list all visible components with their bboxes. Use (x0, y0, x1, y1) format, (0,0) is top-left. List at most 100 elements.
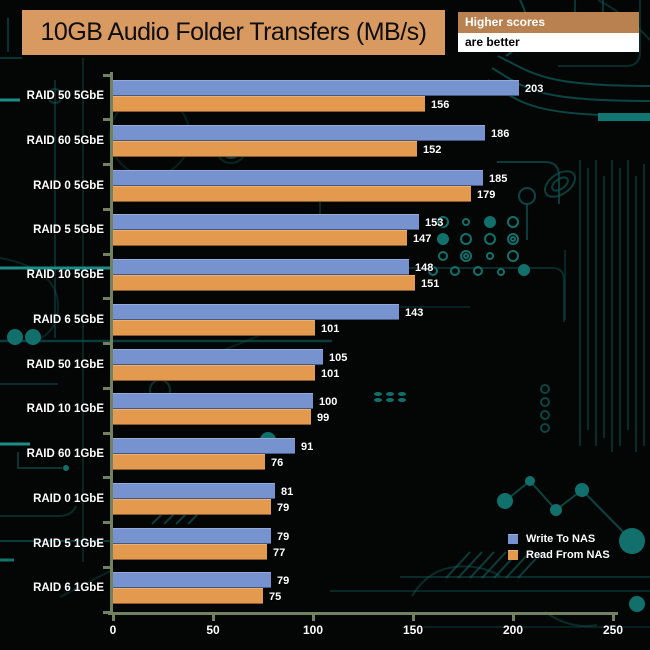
category-label: RAID 60 1GbE (26, 448, 104, 460)
category-label: RAID 5 5GbE (33, 224, 104, 237)
x-axis-tick (111, 612, 115, 621)
higher-scores-label: Higher scores (458, 12, 639, 33)
write-to-nas-bar (113, 259, 409, 275)
y-axis-tick (103, 476, 111, 480)
y-axis-tick (103, 118, 111, 122)
legend-label-read: Read From NAS (526, 549, 610, 561)
y-axis-tick (103, 207, 111, 211)
x-tick-label: 200 (502, 623, 524, 637)
write-value-label: 100 (319, 396, 338, 409)
y-axis-tick (103, 386, 111, 390)
category-label: RAID 0 1GbE (33, 492, 104, 505)
read-from-nas-swatch (508, 550, 518, 560)
x-axis-tick (611, 612, 615, 621)
circuit-pad (598, 113, 650, 121)
chart-title: 10GB Audio Folder Transfers (MB/s) (22, 10, 445, 55)
read-from-nas-bar (113, 409, 311, 426)
write-to-nas-bar (113, 438, 295, 454)
write-value-label: 153 (425, 217, 444, 230)
read-from-nas-bar (113, 140, 417, 157)
read-value-label: 179 (477, 188, 496, 201)
read-from-nas-bar (113, 230, 407, 247)
read-from-nas-bar (113, 498, 271, 515)
read-value-label: 147 (413, 233, 432, 246)
y-axis-tick (103, 610, 111, 614)
read-from-nas-bar (113, 96, 425, 112)
read-value-label: 152 (423, 143, 442, 156)
write-value-label: 91 (301, 441, 314, 453)
x-tick-label: 50 (206, 623, 220, 637)
y-axis-tick (103, 163, 111, 166)
category-label: RAID 50 1GbE (26, 358, 104, 371)
y-axis-tick (103, 297, 111, 301)
y-axis-tick (103, 342, 111, 345)
category-label: RAID 60 5GbE (26, 134, 104, 147)
read-from-nas-bar (113, 319, 315, 336)
read-from-nas-bar (113, 454, 265, 470)
write-to-nas-bar (113, 124, 485, 141)
write-to-nas-bar (113, 169, 483, 186)
read-value-label: 101 (321, 322, 340, 335)
x-axis (108, 612, 618, 615)
x-axis-tick (411, 612, 415, 621)
read-value-label: 79 (277, 501, 290, 514)
x-axis-tick (311, 612, 315, 621)
write-to-nas-bar (113, 80, 519, 96)
category-label: RAID 50 5GbE (26, 90, 104, 102)
write-value-label: 203 (525, 83, 544, 95)
category-label: RAID 0 5GbE (33, 179, 104, 192)
read-from-nas-bar (113, 185, 471, 202)
read-from-nas-bar (113, 364, 315, 381)
write-to-nas-bar (113, 527, 271, 544)
y-axis (110, 72, 113, 615)
x-axis-tick (511, 612, 515, 621)
y-axis-tick (103, 521, 111, 524)
circuit-dot-grid (428, 216, 530, 276)
category-label: RAID 6 5GbE (33, 313, 104, 326)
write-value-label: 79 (277, 575, 290, 588)
write-to-nas-bar (113, 482, 275, 499)
circuit-triple-dots (374, 392, 406, 402)
write-to-nas-bar (113, 214, 419, 231)
write-value-label: 186 (491, 127, 510, 140)
category-label: RAID 5 1GbE (33, 537, 104, 550)
y-axis-tick (103, 73, 111, 77)
write-value-label: 185 (489, 172, 508, 185)
category-label: RAID 10 1GbE (26, 403, 104, 416)
category-label: RAID 10 5GbE (26, 269, 104, 281)
write-value-label: 105 (329, 351, 348, 364)
read-value-label: 77 (273, 546, 286, 559)
x-tick-label: 250 (602, 623, 624, 637)
y-axis-tick (103, 252, 111, 256)
read-value-label: 75 (269, 591, 282, 604)
x-tick-label: 100 (302, 623, 324, 637)
write-value-label: 143 (405, 306, 424, 319)
y-axis-tick (103, 565, 111, 569)
write-to-nas-bar (113, 572, 271, 589)
write-to-nas-bar (113, 303, 399, 320)
read-value-label: 101 (321, 367, 340, 380)
are-better-label: are better (458, 33, 639, 52)
write-to-nas-bar (113, 348, 323, 365)
legend: Write To NAS Read From NAS (508, 531, 610, 563)
read-from-nas-bar (113, 543, 267, 560)
legend-label-write: Write To NAS (526, 533, 596, 545)
read-value-label: 156 (431, 99, 450, 111)
legend-item-write: Write To NAS (508, 531, 610, 547)
read-from-nas-bar (113, 275, 415, 291)
write-value-label: 81 (281, 485, 294, 498)
x-tick-label: 150 (402, 623, 424, 637)
category-label: RAID 6 1GbE (33, 582, 104, 595)
read-value-label: 151 (421, 278, 440, 290)
x-tick-label: 0 (109, 623, 117, 637)
read-value-label: 99 (317, 412, 330, 425)
write-value-label: 148 (415, 262, 434, 274)
write-value-label: 79 (277, 530, 290, 543)
y-axis-tick (103, 431, 111, 435)
x-axis-tick (211, 612, 215, 621)
read-from-nas-bar (113, 588, 263, 605)
read-value-label: 76 (271, 457, 284, 469)
legend-item-read: Read From NAS (508, 547, 610, 563)
write-to-nas-bar (113, 393, 313, 410)
